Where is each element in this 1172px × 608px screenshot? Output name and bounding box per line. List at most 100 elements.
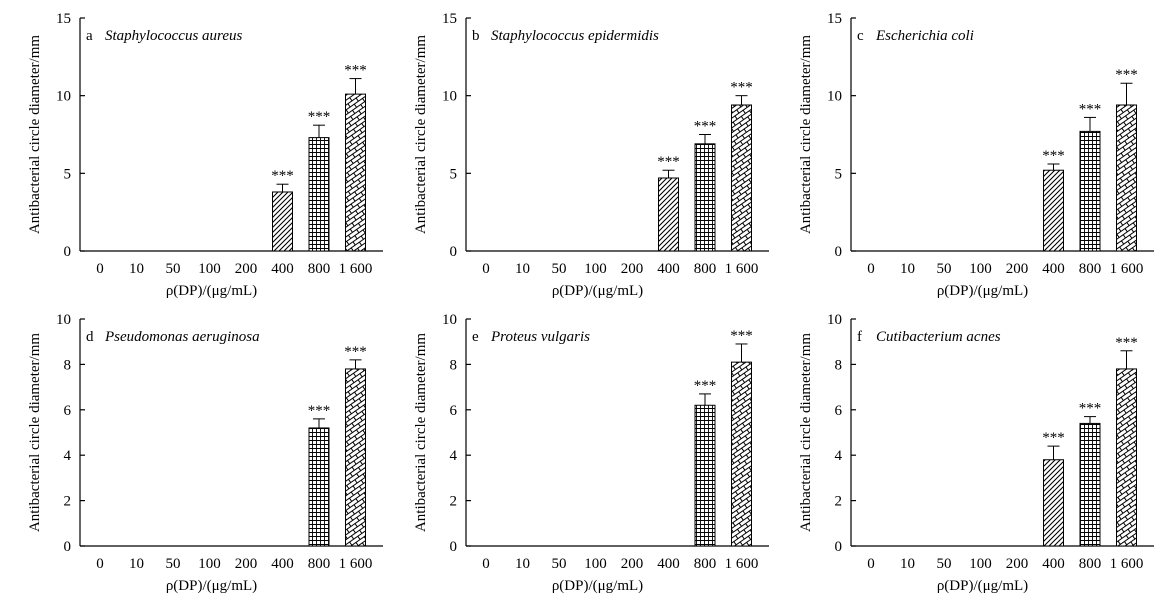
y-tick-label: 5 — [64, 166, 72, 182]
y-tick-label: 10 — [56, 89, 71, 105]
y-tick-label: 15 — [56, 11, 71, 27]
x-tick-label: 200 — [1006, 556, 1029, 572]
x-axis-title: ρ(DP)/(μg/mL) — [166, 578, 257, 594]
x-tick-label: 1 600 — [1110, 556, 1144, 572]
x-tick-label: 100 — [969, 556, 992, 572]
y-tick-label: 6 — [64, 403, 72, 419]
x-tick-label: 0 — [96, 261, 104, 277]
bar-800 — [694, 143, 716, 252]
significance-label: *** — [694, 378, 717, 394]
bar-1600 — [731, 104, 752, 252]
significance-label: *** — [730, 328, 753, 344]
panel-label: a — [86, 28, 93, 44]
x-tick-label: 10 — [129, 261, 144, 277]
x-tick-label: 0 — [96, 556, 104, 572]
y-tick-label: 8 — [450, 357, 458, 373]
y-tick-label: 10 — [56, 312, 71, 328]
significance-label: *** — [657, 154, 680, 170]
y-tick-label: 0 — [64, 244, 72, 260]
x-tick-label: 200 — [235, 261, 258, 277]
y-tick-label: 8 — [64, 357, 72, 373]
y-tick-label: 0 — [835, 244, 843, 260]
y-tick-label: 0 — [835, 539, 843, 555]
chart-panel-b: 0 5 10 15 0 10 50 100 200 400 *** 800 *** 1 600 *** b St… — [413, 11, 769, 299]
x-tick-label: 800 — [1079, 556, 1102, 572]
y-axis-title: Antibacterial circle diameter/mm — [413, 35, 429, 234]
y-axis-title: Antibacterial circle diameter/mm — [27, 333, 43, 532]
y-tick-label: 5 — [835, 166, 843, 182]
x-tick-label: 0 — [482, 556, 490, 572]
x-tick-label: 400 — [271, 261, 294, 277]
x-tick-label: 50 — [937, 556, 952, 572]
x-tick-label: 0 — [867, 261, 875, 277]
y-tick-label: 10 — [827, 89, 842, 105]
x-tick-label: 100 — [969, 261, 992, 277]
y-tick-label: 6 — [835, 403, 843, 419]
x-tick-label: 50 — [937, 261, 952, 277]
bar-1600 — [1116, 104, 1137, 252]
bar-400 — [1043, 169, 1064, 252]
significance-label: *** — [1115, 335, 1138, 351]
significance-label: *** — [1115, 67, 1138, 83]
x-tick-label: 400 — [657, 556, 680, 572]
x-tick-label: 1 600 — [1110, 261, 1144, 277]
x-axis-title: ρ(DP)/(μg/mL) — [552, 283, 643, 299]
bar-800 — [694, 404, 716, 547]
panel-title: Proteus vulgaris — [490, 329, 590, 345]
x-tick-label: 10 — [900, 556, 915, 572]
panel-label: c — [857, 28, 864, 44]
panel-title: Escherichia coli — [875, 28, 974, 44]
panel-label: d — [86, 329, 94, 345]
panel-title: Cutibacterium acnes — [876, 329, 1001, 345]
bar-400 — [658, 177, 679, 252]
x-tick-label: 100 — [198, 556, 221, 572]
y-axis-title: Antibacterial circle diameter/mm — [798, 35, 814, 234]
x-axis-title: ρ(DP)/(μg/mL) — [166, 283, 257, 299]
x-tick-label: 800 — [694, 261, 717, 277]
x-tick-label: 400 — [1042, 261, 1065, 277]
x-tick-label: 50 — [552, 556, 567, 572]
y-tick-label: 0 — [450, 244, 458, 260]
y-tick-label: 15 — [827, 11, 842, 27]
significance-label: *** — [1079, 401, 1102, 417]
x-tick-label: 1 600 — [339, 261, 373, 277]
significance-label: *** — [344, 63, 367, 79]
y-tick-label: 6 — [450, 403, 458, 419]
panel-label: f — [857, 329, 862, 345]
x-axis-title: ρ(DP)/(μg/mL) — [937, 578, 1028, 594]
x-axis-title: ρ(DP)/(μg/mL) — [937, 283, 1028, 299]
x-tick-label: 400 — [271, 556, 294, 572]
bar-1600 — [731, 361, 752, 547]
x-tick-label: 800 — [308, 556, 331, 572]
y-tick-label: 5 — [450, 166, 458, 182]
x-tick-label: 10 — [515, 261, 530, 277]
significance-label: *** — [1042, 430, 1065, 446]
x-tick-label: 50 — [166, 556, 181, 572]
bar-400 — [1043, 459, 1064, 547]
x-tick-label: 100 — [584, 556, 607, 572]
significance-label: *** — [271, 168, 294, 184]
x-tick-label: 200 — [621, 261, 644, 277]
y-axis-title: Antibacterial circle diameter/mm — [413, 333, 429, 532]
significance-label: *** — [344, 344, 367, 360]
y-tick-label: 0 — [450, 539, 458, 555]
y-tick-label: 15 — [442, 11, 457, 27]
significance-label: *** — [1079, 101, 1102, 117]
x-tick-label: 800 — [1079, 261, 1102, 277]
panel-label: b — [472, 28, 480, 44]
x-tick-label: 0 — [482, 261, 490, 277]
panel-title: Pseudomonas aeruginosa — [104, 329, 260, 345]
bar-800 — [308, 137, 330, 252]
x-tick-label: 0 — [867, 556, 875, 572]
x-tick-label: 200 — [621, 556, 644, 572]
x-tick-label: 800 — [694, 556, 717, 572]
x-tick-label: 100 — [198, 261, 221, 277]
significance-label: *** — [308, 109, 331, 125]
x-tick-label: 1 600 — [725, 261, 759, 277]
panel-title: Staphylococcus epidermidis — [491, 28, 659, 44]
y-tick-label: 2 — [835, 494, 843, 510]
x-tick-label: 200 — [235, 556, 258, 572]
